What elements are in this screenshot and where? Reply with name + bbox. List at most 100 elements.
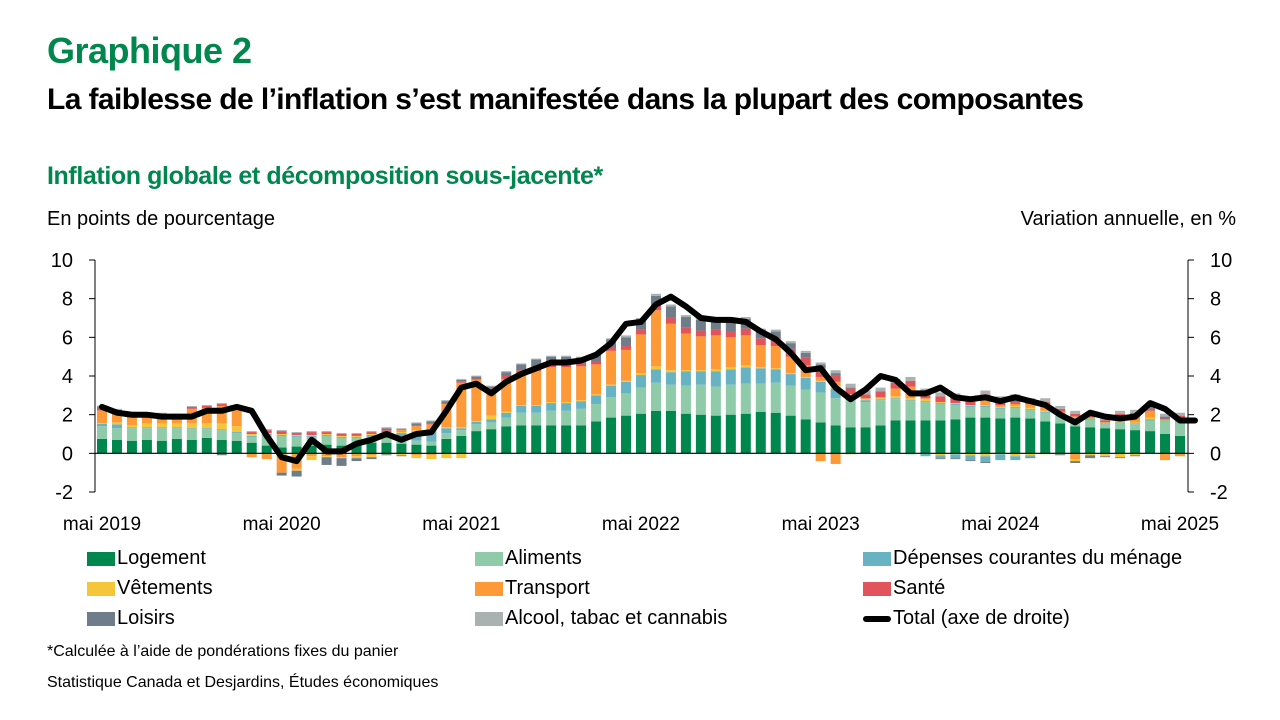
- bar-segment-logement: [471, 431, 482, 454]
- bar-segment-aliments: [186, 429, 197, 440]
- bar-segment-d-penses-courantes-du-m-nage: [471, 422, 482, 425]
- bar-segment-d-penses-courantes-du-m-nage: [665, 372, 676, 385]
- bar-segment-d-penses-courantes-du-m-nage: [935, 403, 946, 405]
- bar-segment-loisirs: [650, 295, 661, 305]
- bar-segment-sant-: [471, 378, 482, 380]
- bar-segment-v-tements: [561, 402, 572, 404]
- bar-segment-logement: [650, 410, 661, 454]
- bar-segment-logement: [1175, 435, 1185, 454]
- bar-segment-logement: [1055, 423, 1066, 454]
- bar-segment-v-tements: [1010, 405, 1021, 407]
- bar-segment-d-penses-courantes-du-m-nage: [456, 428, 467, 431]
- bar-segment-v-tements: [740, 365, 751, 368]
- bar-segment-neg-loisirs: [965, 460, 976, 462]
- bar-segment-d-penses-courantes-du-m-nage: [276, 434, 287, 436]
- bar-segment-loisirs: [591, 354, 602, 362]
- bar-segment-logement: [306, 445, 317, 454]
- bar-segment-alcool-tabac-et-cannabis: [1040, 398, 1051, 403]
- bar-segment-v-tements: [546, 402, 557, 404]
- bar-segment-neg-v-tements: [1115, 453, 1126, 458]
- bar-segment-aliments: [1130, 424, 1141, 431]
- bar-segment-logement: [531, 425, 542, 454]
- bar-segment-sant-: [441, 403, 452, 405]
- bar-segment-neg-v-tements: [980, 453, 991, 457]
- bar-segment-neg-v-tements: [1025, 453, 1036, 456]
- bar-segment-transport: [201, 407, 212, 424]
- bar-segment-logement: [366, 442, 377, 454]
- bar-segment-v-tements: [141, 423, 152, 428]
- chart-title: La faiblesse de l’inflation s’est manife…: [47, 83, 1084, 116]
- bar-segment-d-penses-courantes-du-m-nage: [126, 427, 137, 429]
- bar-segment-transport: [471, 379, 482, 422]
- bar-segment-neg-transport: [815, 453, 826, 462]
- bar-segment-transport: [875, 397, 886, 399]
- bar-segment-sant-: [1175, 415, 1185, 418]
- bar-segment-aliments: [441, 433, 452, 439]
- bar-segment-neg-loisirs: [1130, 455, 1141, 457]
- bar-segment-sant-: [306, 432, 317, 435]
- bar-segment-aliments: [905, 401, 916, 421]
- bar-segment-d-penses-courantes-du-m-nage: [1115, 422, 1126, 424]
- bar-segment-d-penses-courantes-du-m-nage: [291, 435, 302, 437]
- bar-segment-logement: [156, 440, 167, 454]
- bar-segment-d-penses-courantes-du-m-nage: [1100, 423, 1111, 425]
- bar-segment-transport: [710, 335, 721, 370]
- bar-segment-transport: [665, 323, 676, 371]
- bar-segment-alcool-tabac-et-cannabis: [845, 383, 856, 388]
- bar-segment-alcool-tabac-et-cannabis: [321, 431, 332, 433]
- bar-segment-aliments: [546, 410, 557, 426]
- bar-segment-v-tements: [411, 430, 422, 432]
- bar-segment-loisirs: [785, 343, 796, 349]
- bar-segment-logement: [890, 420, 901, 454]
- bar-segment-v-tements: [186, 423, 197, 429]
- bar-segment-v-tements: [650, 366, 661, 370]
- bar-segment-logement: [561, 425, 572, 454]
- bar-segment-d-penses-courantes-du-m-nage: [561, 403, 572, 411]
- bar-segment-v-tements: [591, 394, 602, 396]
- bar-segment-logement: [755, 411, 766, 454]
- bar-segment-v-tements: [366, 434, 377, 435]
- bar-segment-sant-: [740, 328, 751, 336]
- bar-segment-alcool-tabac-et-cannabis: [815, 362, 826, 365]
- bar-segment-sant-: [276, 431, 287, 434]
- bar-segment-v-tements: [636, 373, 646, 376]
- bar-segment-neg-loisirs: [980, 462, 991, 463]
- bar-segment-aliments: [755, 383, 766, 412]
- bar-segment-transport: [576, 366, 587, 401]
- x-tick-label: mai 2025: [1141, 514, 1219, 535]
- bar-segment-sant-: [351, 434, 362, 436]
- bar-segment-neg-v-tements: [351, 456, 362, 459]
- bar-segment-sant-: [291, 433, 302, 435]
- bar-segment-v-tements: [950, 403, 961, 405]
- bar-segment-logement: [381, 442, 392, 454]
- bar-segment-sant-: [591, 361, 602, 365]
- footnote: *Calculée à l’aide de pondérations fixes…: [47, 643, 399, 660]
- bar-segment-v-tements: [920, 399, 931, 402]
- bar-segment-alcool-tabac-et-cannabis: [216, 403, 227, 405]
- left-tick-label: 4: [62, 366, 73, 388]
- bar-segment-logement: [665, 410, 676, 454]
- bar-segment-d-penses-courantes-du-m-nage: [156, 427, 167, 429]
- left-tick-label: 2: [62, 405, 73, 427]
- bar-segment-logement: [291, 446, 302, 454]
- bar-segment-d-penses-courantes-du-m-nage: [171, 427, 182, 429]
- bar-segment-transport: [561, 367, 572, 403]
- bar-segment-aliments: [1145, 420, 1156, 432]
- bar-segment-v-tements: [1025, 407, 1036, 409]
- bar-segment-logement: [785, 415, 796, 454]
- bar-segment-d-penses-courantes-du-m-nage: [141, 427, 152, 429]
- bar-segment-neg-loisirs: [935, 458, 946, 460]
- bar-segment-v-tements: [456, 427, 467, 429]
- bar-segment-transport: [815, 376, 826, 381]
- bar-segment-logement: [486, 429, 497, 454]
- bar-segment-v-tements: [755, 367, 766, 369]
- bar-segment-d-penses-courantes-du-m-nage: [1025, 408, 1036, 410]
- legend-label: Transport: [505, 577, 590, 599]
- bar-segment-aliments: [950, 405, 961, 420]
- bar-segment-alcool-tabac-et-cannabis: [1055, 405, 1066, 409]
- bar-segment-v-tements: [171, 423, 182, 428]
- bar-segment-d-penses-courantes-du-m-nage: [725, 369, 736, 385]
- bar-segment-transport: [531, 371, 542, 405]
- bar-segment-aliments: [725, 384, 736, 415]
- bar-segment-alcool-tabac-et-cannabis: [366, 431, 377, 433]
